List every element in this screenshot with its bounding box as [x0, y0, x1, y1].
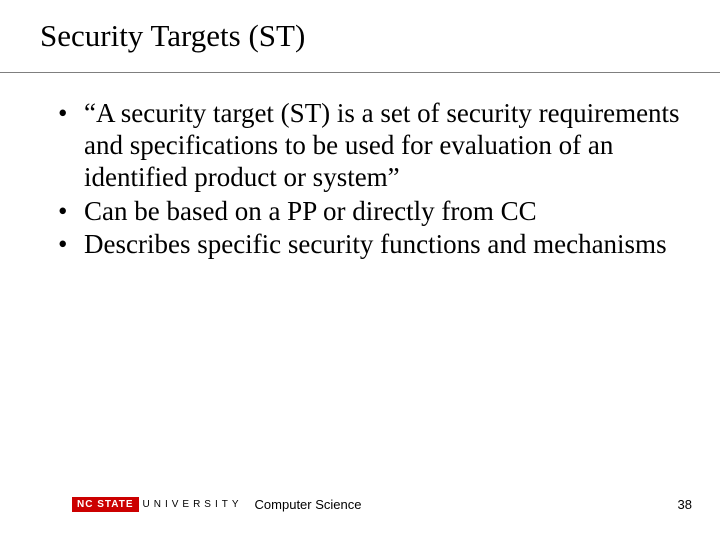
logo-black-text: UNIVERSITY [139, 499, 243, 510]
bullet-list: “A security target (ST) is a set of secu… [54, 98, 680, 261]
department-label: Computer Science [255, 497, 362, 512]
bullet-item: Describes specific security functions an… [54, 229, 680, 261]
bullet-item: “A security target (ST) is a set of secu… [54, 98, 680, 194]
title-block: Security Targets (ST) [40, 18, 680, 54]
bullet-item: Can be based on a PP or directly from CC [54, 196, 680, 228]
slide: Security Targets (ST) “A security target… [0, 0, 720, 540]
page-number: 38 [678, 497, 692, 512]
footer: NC STATE UNIVERSITY Computer Science [72, 496, 361, 512]
slide-title: Security Targets (ST) [40, 18, 680, 54]
logo-red-block: NC STATE [72, 497, 139, 512]
slide-body: “A security target (ST) is a set of secu… [54, 98, 680, 263]
ncstate-logo: NC STATE UNIVERSITY [72, 496, 243, 512]
horizontal-rule [0, 72, 720, 73]
